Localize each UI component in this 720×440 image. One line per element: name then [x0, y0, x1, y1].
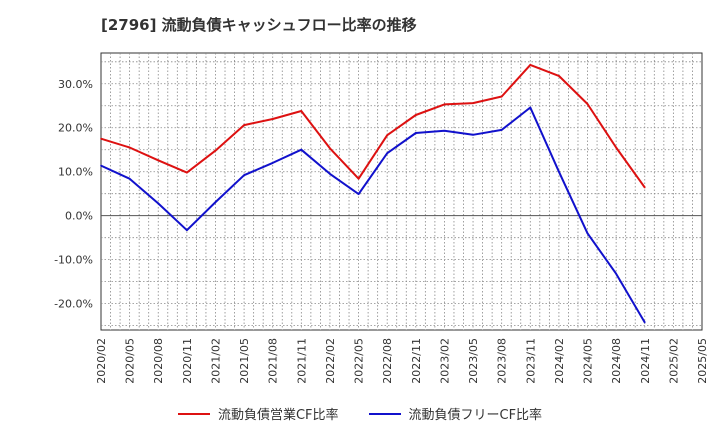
x-tick-label: 2024/02: [553, 338, 566, 384]
data-point-series-0: [643, 186, 646, 189]
data-point-series-1: [586, 232, 589, 235]
x-tick-label: 2020/08: [152, 338, 165, 384]
data-point-series-0: [157, 159, 160, 162]
data-point-series-0: [615, 146, 617, 149]
legend-item-operating-cf: 流動負債営業CF比率: [177, 404, 339, 423]
legend: 流動負債営業CF比率 流動負債フリーCF比率: [0, 404, 720, 423]
data-point-series-1: [186, 229, 188, 231]
data-point-series-1: [271, 162, 274, 164]
y-tick-label: -10.0%: [54, 254, 93, 267]
data-point-series-1: [500, 129, 503, 131]
data-point-series-0: [271, 118, 274, 120]
x-tick-label: 2023/02: [438, 338, 451, 384]
data-point-series-0: [529, 64, 532, 66]
x-tick-label: 2025/05: [696, 338, 709, 384]
x-tick-label: 2021/05: [238, 338, 251, 384]
x-tick-label: 2023/05: [467, 338, 480, 384]
x-tick-label: 2020/11: [181, 338, 194, 384]
data-point-series-1: [558, 170, 560, 173]
data-point-series-0: [586, 103, 589, 105]
data-point-series-1: [386, 152, 388, 155]
data-point-series-0: [472, 102, 474, 104]
y-tick-label: 20.0%: [58, 122, 93, 135]
legend-swatch-free-cf: [368, 412, 401, 415]
data-point-series-1: [128, 177, 131, 180]
data-point-series-1: [529, 106, 532, 109]
x-tick-label: 2021/08: [267, 338, 280, 384]
x-tick-label: 2024/11: [639, 338, 652, 384]
x-tick-label: 2023/08: [496, 338, 509, 384]
data-point-series-0: [243, 124, 245, 126]
data-point-series-1: [357, 193, 360, 195]
x-tick-label: 2022/05: [353, 338, 366, 384]
data-point-series-0: [186, 171, 188, 174]
y-tick-label: -20.0%: [54, 298, 93, 311]
x-tick-label: 2024/08: [610, 338, 623, 384]
data-point-series-1: [415, 132, 417, 134]
data-point-series-0: [300, 110, 303, 112]
x-tick-label: 2025/02: [667, 338, 680, 384]
data-point-series-1: [214, 201, 217, 203]
data-point-series-0: [100, 137, 102, 140]
data-point-series-0: [443, 103, 446, 106]
x-tick-label: 2023/11: [524, 338, 537, 384]
data-point-series-0: [128, 146, 131, 149]
x-tick-label: 2022/08: [381, 338, 394, 384]
series-line-1: [100, 106, 646, 324]
y-tick-label: 30.0%: [58, 78, 93, 91]
data-point-series-1: [472, 133, 474, 136]
chart-title: [2796] 流動負債キャッシュフロー比率の推移: [101, 16, 417, 34]
data-point-series-1: [615, 272, 617, 275]
data-point-series-0: [357, 177, 360, 180]
data-point-series-1: [329, 173, 331, 175]
data-point-series-1: [157, 202, 160, 205]
data-point-series-1: [243, 174, 245, 177]
data-point-series-0: [214, 149, 217, 152]
x-tick-label: 2022/11: [410, 338, 423, 384]
data-point-series-0: [415, 114, 417, 116]
x-tick-label: 2021/11: [295, 338, 308, 384]
x-tick-label: 2020/02: [95, 338, 108, 384]
x-tick-label: 2022/02: [324, 338, 337, 384]
data-point-series-1: [300, 148, 303, 151]
data-point-series-0: [500, 95, 503, 98]
data-point-series-1: [100, 164, 102, 167]
legend-swatch-operating-cf: [177, 412, 210, 415]
series-line-0: [100, 63, 646, 189]
legend-label-operating-cf: 流動負債営業CF比率: [217, 408, 339, 423]
x-tick-label: 2021/02: [209, 338, 222, 384]
data-point-series-0: [558, 75, 560, 77]
data-point-series-0: [329, 147, 331, 150]
data-point-series-1: [643, 321, 646, 324]
x-tick-label: 2024/05: [582, 338, 595, 384]
legend-item-free-cf: 流動負債フリーCF比率: [368, 404, 543, 423]
data-point-series-0: [386, 134, 388, 137]
y-tick-label: 10.0%: [58, 166, 93, 179]
legend-label-free-cf: 流動負債フリーCF比率: [408, 408, 543, 423]
plot-area: [100, 52, 703, 331]
data-point-series-1: [443, 130, 446, 132]
y-tick-label: 0.0%: [65, 210, 93, 223]
x-tick-label: 2020/05: [124, 338, 137, 384]
